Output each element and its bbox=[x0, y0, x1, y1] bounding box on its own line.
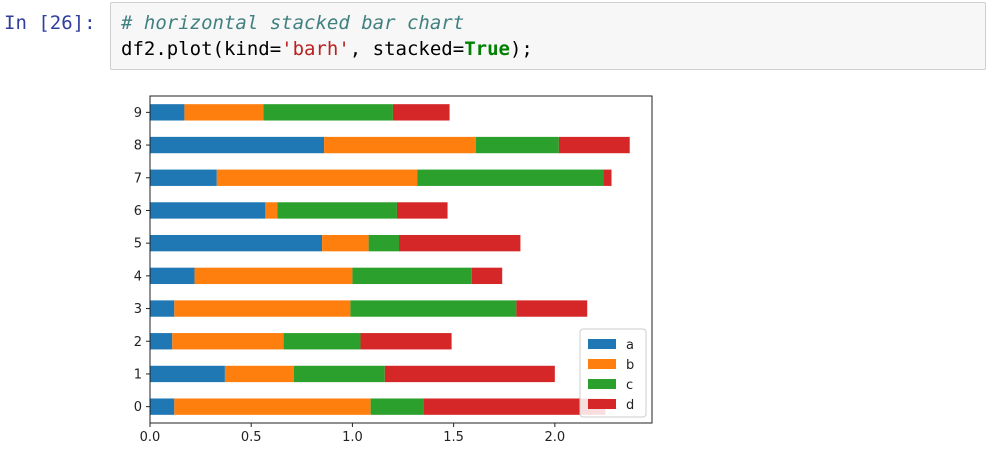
bar-b-3 bbox=[174, 300, 351, 317]
legend-swatch-b bbox=[588, 359, 616, 369]
cell-prompt: In [26]: bbox=[4, 12, 96, 34]
code-prefix: df2.plot(kind= bbox=[121, 38, 282, 60]
bar-d-9 bbox=[392, 104, 450, 121]
bar-c-7 bbox=[417, 169, 604, 186]
legend-swatch-a bbox=[588, 339, 616, 349]
bar-c-3 bbox=[350, 300, 517, 317]
code-line-1: # horizontal stacked bar chart bbox=[121, 12, 464, 34]
x-tick-label-1.0: 1.0 bbox=[342, 430, 363, 445]
bar-a-5 bbox=[150, 234, 323, 252]
y-tick-label-1: 1 bbox=[134, 367, 142, 382]
legend-box bbox=[579, 328, 647, 418]
bar-a-7 bbox=[150, 169, 217, 186]
bar-c-2 bbox=[283, 333, 361, 350]
bar-c-6 bbox=[277, 202, 397, 219]
y-tick-label-0: 0 bbox=[134, 400, 142, 415]
code-cell-input[interactable]: # horizontal stacked bar chart df2.plot(… bbox=[110, 2, 986, 70]
code-middle: , stacked= bbox=[349, 38, 465, 60]
bar-d-1 bbox=[384, 365, 555, 383]
bar-b-7 bbox=[216, 169, 418, 186]
bar-c-0 bbox=[370, 398, 424, 415]
legend-label-d: d bbox=[626, 398, 634, 413]
legend-label-b: b bbox=[626, 358, 634, 373]
y-tick-label-7: 7 bbox=[134, 171, 142, 186]
bar-a-2 bbox=[150, 333, 173, 350]
x-tick-label-1.5: 1.5 bbox=[443, 430, 464, 445]
bar-a-9 bbox=[150, 104, 185, 121]
bar-b-4 bbox=[194, 267, 353, 285]
y-tick-label-2: 2 bbox=[134, 335, 142, 350]
bar-b-5 bbox=[322, 234, 369, 252]
cell-output: 0 1 2 3 4 5 6 7 8 9 0.0 0.5 1.0 1.5 2.0 a b c d bbox=[110, 84, 710, 452]
bar-d-5 bbox=[398, 234, 521, 252]
bar-c-1 bbox=[293, 365, 385, 383]
bar-a-3 bbox=[150, 300, 175, 317]
x-tick-label-0.5: 0.5 bbox=[241, 430, 262, 445]
bar-d-0 bbox=[423, 398, 606, 415]
bar-a-0 bbox=[150, 398, 175, 415]
bar-d-3 bbox=[516, 300, 588, 317]
plot-frame bbox=[149, 95, 653, 424]
bar-d-6 bbox=[396, 202, 448, 219]
bar-d-7 bbox=[603, 169, 612, 186]
bar-b-8 bbox=[324, 136, 476, 154]
y-tick-label-3: 3 bbox=[134, 302, 142, 317]
legend-swatch-d bbox=[588, 399, 616, 409]
x-tick-label-2.0: 2.0 bbox=[544, 430, 565, 445]
bar-c-8 bbox=[475, 136, 559, 154]
legend-label-c: c bbox=[626, 378, 633, 393]
legend-label-a: a bbox=[626, 338, 634, 353]
code-suffix: ); bbox=[509, 38, 533, 60]
bar-b-1 bbox=[224, 365, 294, 383]
y-tick-label-4: 4 bbox=[134, 269, 142, 284]
y-tick-label-5: 5 bbox=[134, 237, 142, 252]
code-string: 'barh' bbox=[281, 38, 350, 60]
bar-c-9 bbox=[263, 104, 393, 121]
bar-b-2 bbox=[172, 333, 284, 350]
y-tick-label-6: 6 bbox=[134, 204, 142, 219]
bar-d-8 bbox=[558, 136, 630, 154]
bar-a-6 bbox=[150, 202, 266, 219]
bar-a-8 bbox=[150, 136, 325, 154]
x-tick-label-0.0: 0.0 bbox=[140, 430, 161, 445]
legend-swatch-c bbox=[588, 379, 616, 389]
bar-d-2 bbox=[360, 333, 452, 350]
bar-c-4 bbox=[352, 267, 472, 285]
code-line-2: df2.plot(kind='barh', stacked=True); bbox=[121, 38, 533, 60]
bar-b-9 bbox=[184, 104, 264, 121]
y-tick-label-8: 8 bbox=[134, 139, 142, 154]
code-comment: # horizontal stacked bar chart bbox=[121, 12, 465, 34]
y-tick-label-9: 9 bbox=[134, 106, 142, 121]
bar-a-1 bbox=[150, 365, 225, 383]
bar-a-4 bbox=[150, 267, 195, 285]
bar-b-0 bbox=[174, 398, 371, 415]
bar-d-4 bbox=[471, 267, 503, 285]
bar-b-6 bbox=[265, 202, 278, 219]
bar-c-5 bbox=[368, 234, 399, 252]
code-keyword: True bbox=[464, 38, 510, 60]
